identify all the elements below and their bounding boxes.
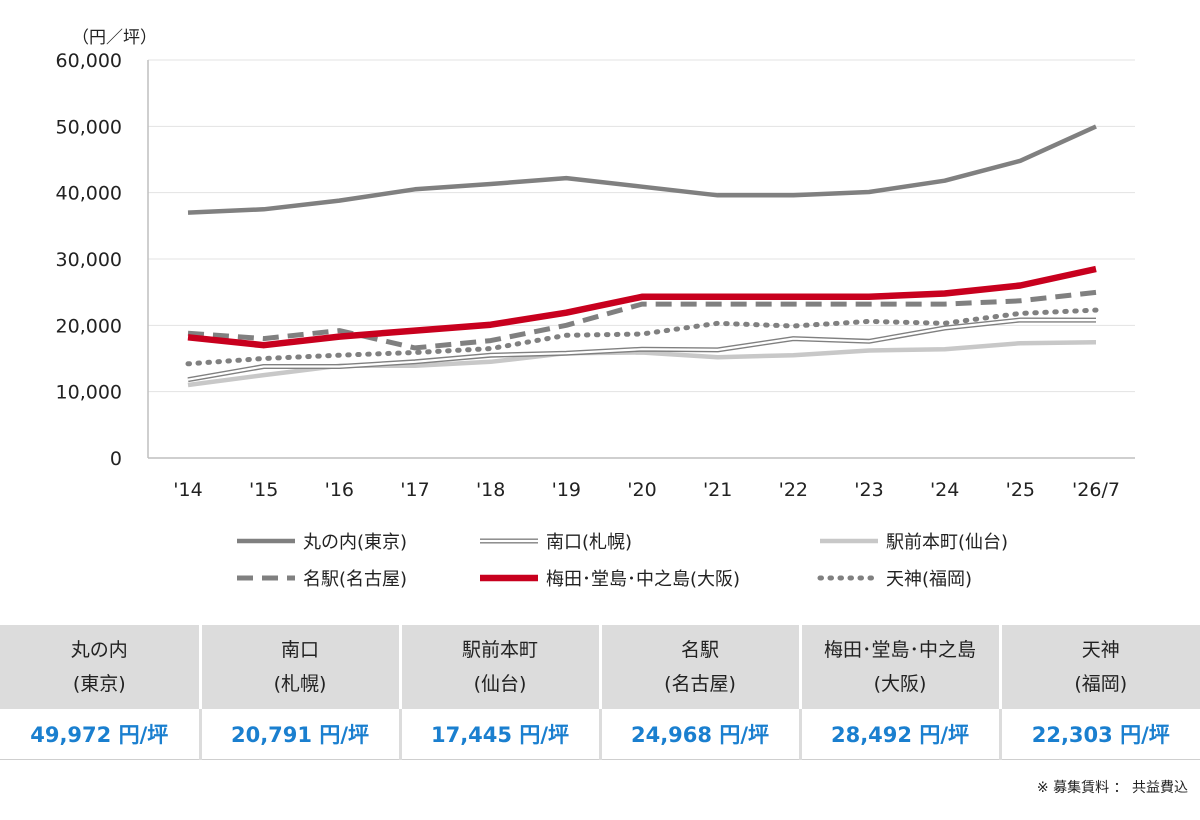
y-tick-label: 40,000 bbox=[56, 183, 122, 205]
table-header-row: 丸の内 (東京) 南口 (札幌) 駅前本町 (仙台) 名駅 (名古屋) 梅田･堂島･中之… bbox=[0, 625, 1200, 709]
x-tick-label: '26/7 bbox=[1072, 479, 1120, 501]
rent-value-minamiguchi: 20,791 円/坪 bbox=[200, 709, 402, 760]
header-cell-meieki: 名駅 (名古屋) bbox=[600, 625, 802, 709]
rent-value-ekimae-honcho: 17,445 円/坪 bbox=[400, 709, 602, 760]
header-area: 天神 bbox=[1081, 639, 1120, 661]
legend-label: 南口(札幌) bbox=[546, 532, 632, 553]
legend-label: 丸の内(東京) bbox=[303, 532, 407, 553]
legend: 丸の内(東京) 南口(札幌) 駅前本町(仙台) 名駅(名古屋) 梅田･堂島･中之島(大阪… bbox=[237, 532, 1008, 590]
y-tick-label: 60,000 bbox=[56, 50, 122, 72]
y-tick-label: 50,000 bbox=[56, 116, 122, 138]
header-cell-marunouchi: 丸の内 (東京) bbox=[0, 625, 202, 709]
grid-lines bbox=[148, 59, 1135, 393]
series-4 bbox=[187, 265, 1097, 349]
header-cell-minamiguchi: 南口 (札幌) bbox=[200, 625, 402, 709]
y-tick-label: 20,000 bbox=[56, 315, 122, 337]
header-city: (札幌) bbox=[273, 673, 327, 695]
header-area: 梅田･堂島･中之島 bbox=[823, 639, 976, 661]
x-tick-label: '14 bbox=[173, 479, 202, 501]
y-axis-unit-label: （円／坪） bbox=[72, 28, 157, 48]
x-tick-labels: '14 '15 '16 '17 '18 '19 '20 '21 '22 '23 '24 '25 '26/… bbox=[173, 479, 1120, 501]
header-cell-umeda: 梅田･堂島･中之島 (大阪) bbox=[800, 625, 1002, 709]
x-tick-label: '15 bbox=[249, 479, 278, 501]
x-tick-label: '21 bbox=[703, 479, 732, 501]
legend-label: 天神(福岡) bbox=[886, 569, 972, 590]
x-tick-label: '25 bbox=[1006, 479, 1035, 501]
line-chart: （円／坪） 0 10,000 20,000 30,000 40,000 50,000 60,… bbox=[56, 28, 1135, 590]
rent-value-tenjin: 22,303 円/坪 bbox=[1000, 709, 1200, 760]
x-tick-label: '19 bbox=[552, 479, 581, 501]
series-lines bbox=[185, 124, 1099, 388]
rent-summary-table: 丸の内 (東京) 南口 (札幌) 駅前本町 (仙台) 名駅 (名古屋) 梅田･堂島･中之… bbox=[0, 625, 1200, 760]
rent-value-meieki: 24,968 円/坪 bbox=[600, 709, 802, 760]
series-5 bbox=[185, 307, 1099, 367]
header-city: (福岡) bbox=[1074, 673, 1128, 695]
series-line-inner bbox=[187, 318, 1097, 381]
series-line bbox=[187, 289, 1097, 351]
y-tick-label: 10,000 bbox=[56, 382, 122, 404]
legend-label: 梅田･堂島･中之島(大阪) bbox=[546, 569, 740, 590]
y-tick-label: 30,000 bbox=[56, 249, 122, 271]
table-value-row: 49,972 円/坪 20,791 円/坪 17,445 円/坪 24,968 … bbox=[0, 709, 1200, 760]
header-area: 駅前本町 bbox=[461, 639, 538, 661]
x-tick-label: '17 bbox=[400, 479, 429, 501]
x-tick-label: '16 bbox=[325, 479, 354, 501]
rent-value-marunouchi: 49,972 円/坪 bbox=[0, 709, 202, 760]
x-tick-label: '20 bbox=[627, 479, 656, 501]
series-line bbox=[187, 265, 1097, 349]
series-line bbox=[185, 307, 1099, 367]
header-cell-tenjin: 天神 (福岡) bbox=[1000, 625, 1200, 709]
header-cell-ekimae-honcho: 駅前本町 (仙台) bbox=[400, 625, 602, 709]
x-tick-label: '24 bbox=[930, 479, 959, 501]
header-city: (仙台) bbox=[473, 673, 527, 695]
header-city: (東京) bbox=[72, 673, 126, 695]
x-tick-label: '23 bbox=[854, 479, 883, 501]
header-city: (名古屋) bbox=[664, 673, 736, 695]
legend-label: 駅前本町(仙台) bbox=[886, 532, 1008, 553]
y-tick-labels: 0 10,000 20,000 30,000 40,000 50,000 60,000 bbox=[56, 50, 122, 470]
x-tick-label: '18 bbox=[476, 479, 505, 501]
series-1 bbox=[187, 317, 1097, 383]
footnote: ※ 募集賃料 ： 共益費込 bbox=[1036, 780, 1188, 796]
header-area: 南口 bbox=[280, 639, 319, 661]
header-area: 丸の内 bbox=[70, 639, 128, 661]
axes bbox=[147, 60, 1135, 459]
series-0 bbox=[187, 124, 1097, 215]
y-tick-label: 0 bbox=[110, 448, 122, 470]
header-city: (大阪) bbox=[873, 673, 927, 695]
series-3 bbox=[187, 289, 1097, 351]
rent-value-umeda: 28,492 円/坪 bbox=[800, 709, 1002, 760]
legend-label: 名駅(名古屋) bbox=[303, 569, 407, 590]
x-tick-label: '22 bbox=[779, 479, 808, 501]
series-line bbox=[187, 124, 1097, 215]
header-area: 名駅 bbox=[680, 639, 719, 661]
